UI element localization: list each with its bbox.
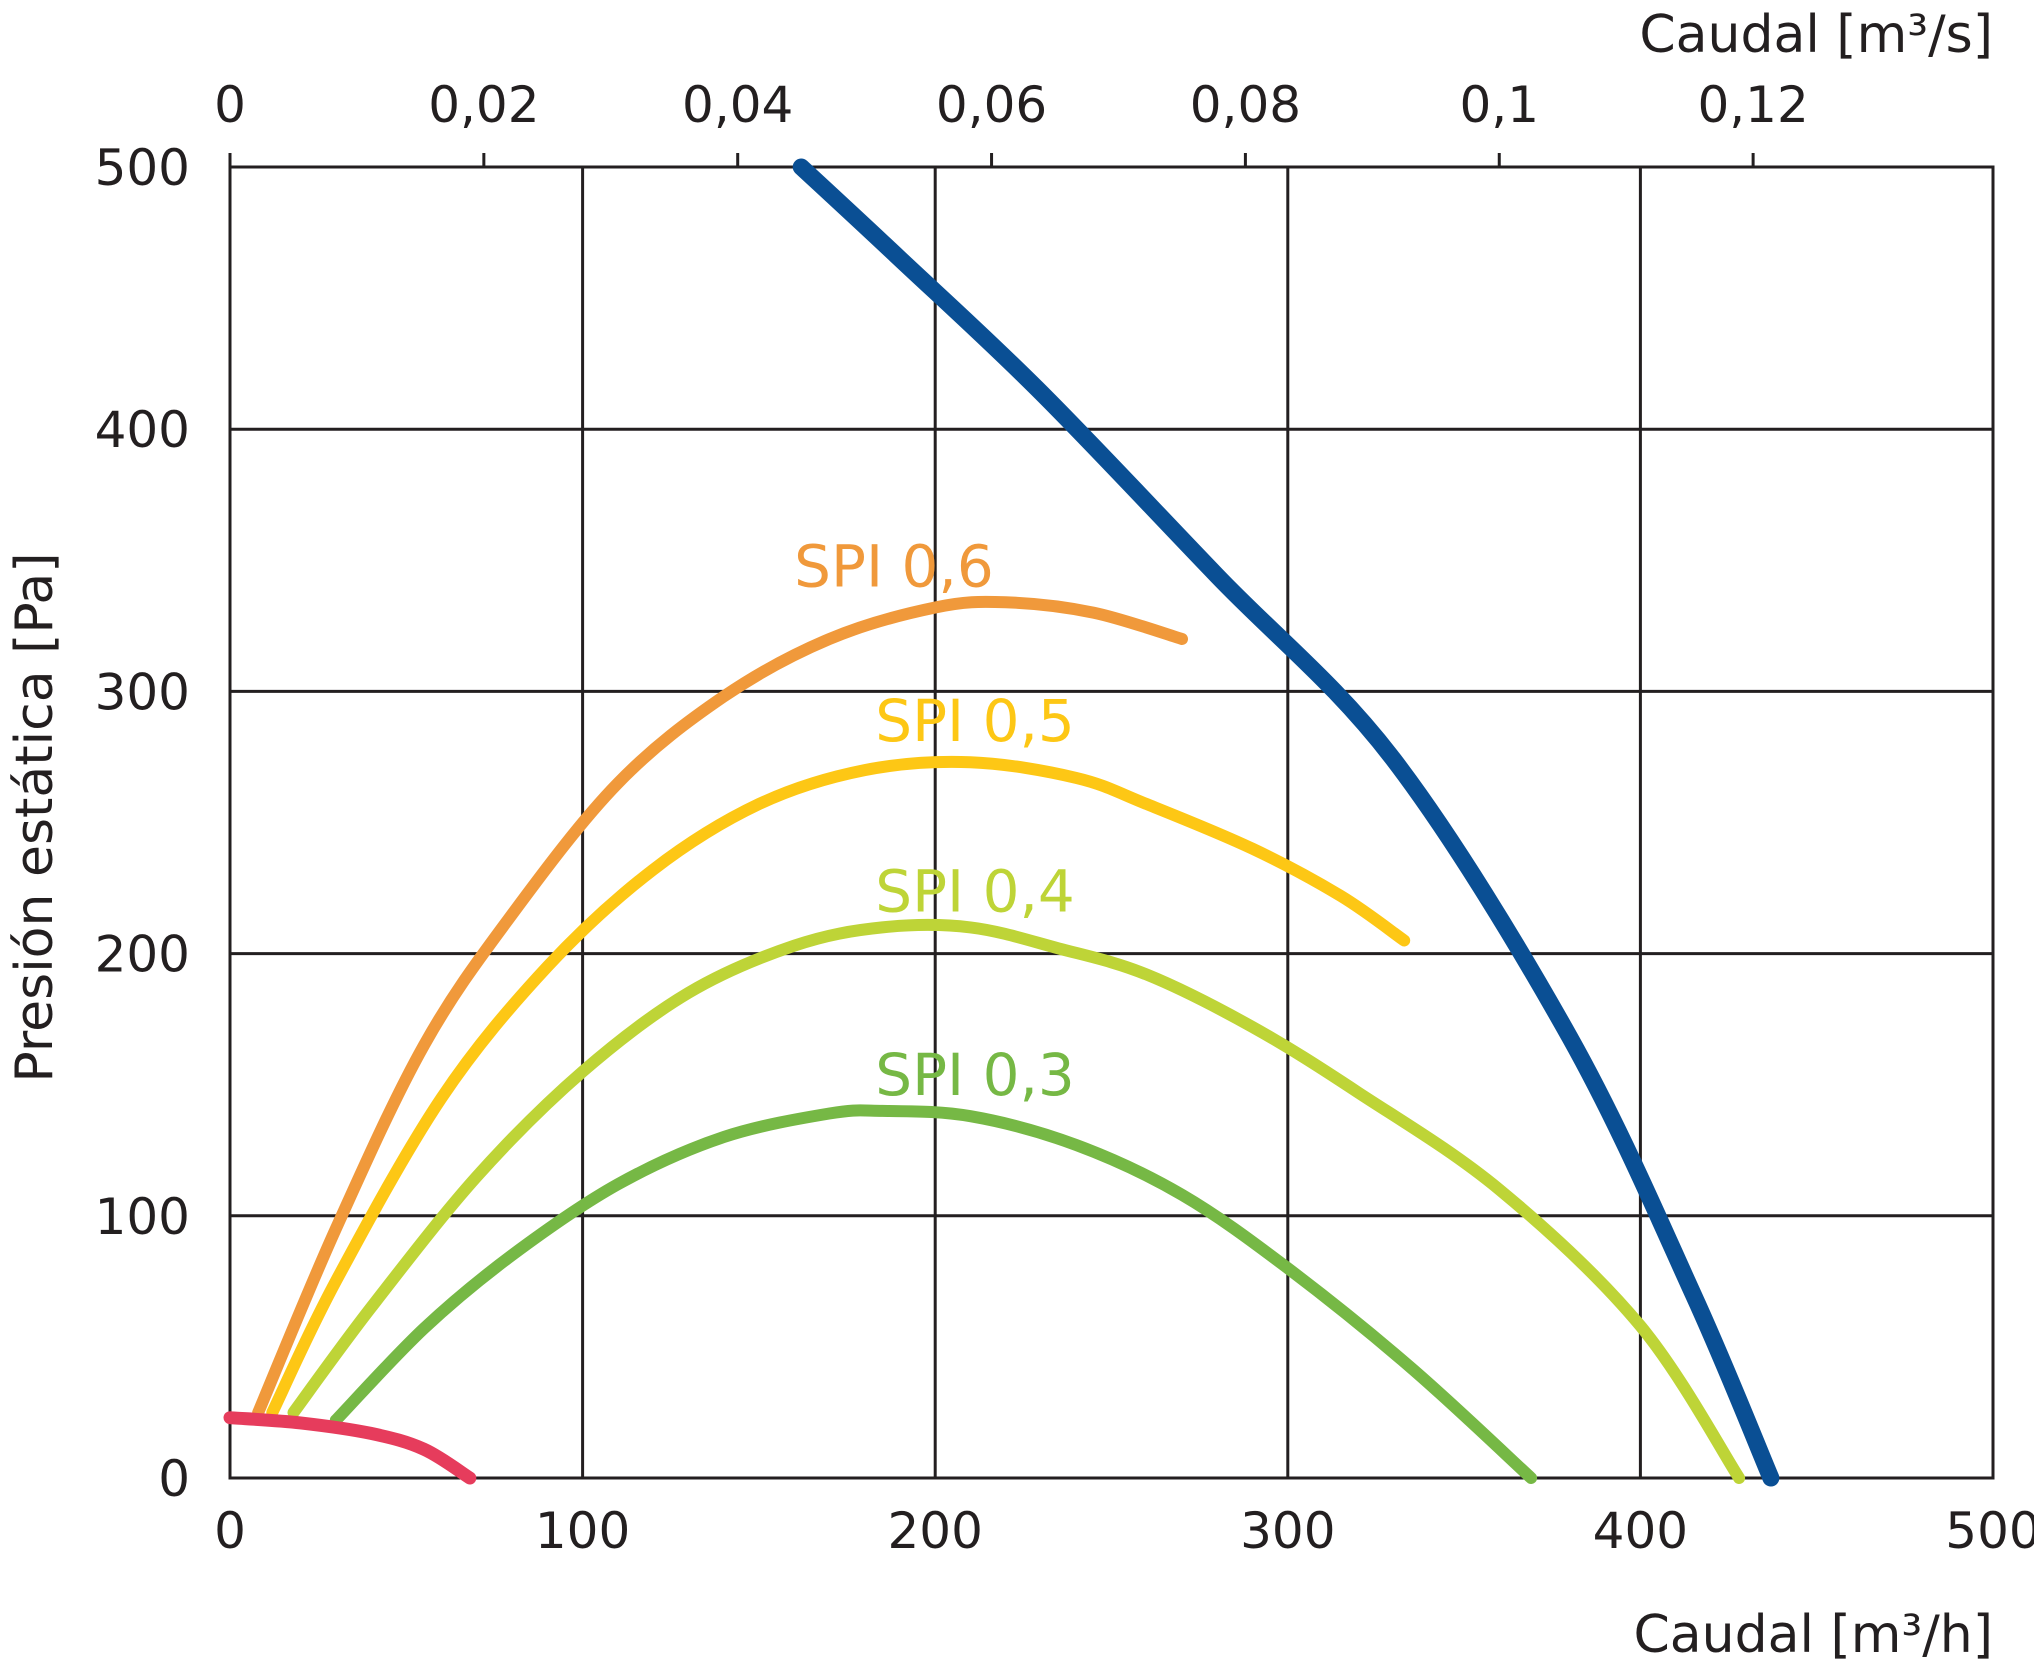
x-tick-label: 0 xyxy=(214,1502,246,1560)
x-tick-label: 200 xyxy=(887,1502,982,1560)
spi-05-curve xyxy=(266,755,1411,1419)
spi-04-curve xyxy=(287,918,1746,1484)
y-tick-label: 100 xyxy=(95,1188,190,1246)
y-tick-label: 200 xyxy=(95,926,190,984)
series-label: SPI 0,5 xyxy=(875,687,1075,755)
x-axis-title: Caudal [m³/h] xyxy=(1633,1605,1993,1665)
spi-03-curve xyxy=(329,1104,1538,1484)
y-tick-label: 0 xyxy=(158,1450,190,1508)
axes: 0 100 200 300 400 500 0 100 200 300 400 500 0 0,02 0,0… xyxy=(95,76,2034,1560)
grid xyxy=(228,165,1995,1480)
y-tick-label: 500 xyxy=(95,139,190,197)
x-tick-label: 300 xyxy=(1240,1502,1335,1560)
x-tick-label: 100 xyxy=(535,1502,630,1560)
plot-frame xyxy=(228,165,1995,1480)
series-label: SPI 0,4 xyxy=(875,858,1075,926)
y-axis-title: Presión estática [Pa] xyxy=(5,552,65,1082)
spi-06-curve xyxy=(252,595,1188,1419)
series-labels: SPI 0,6 SPI 0,5 SPI 0,4 SPI 0,3 xyxy=(794,533,1075,1110)
series-label: SPI 0,6 xyxy=(794,533,994,601)
min-curve xyxy=(223,1411,477,1485)
top-x-tick-label: 0,02 xyxy=(428,76,539,134)
top-x-axis-title: Caudal [m³/s] xyxy=(1639,5,1993,65)
series-label: SPI 0,3 xyxy=(875,1041,1075,1109)
x-tick-label: 400 xyxy=(1593,1502,1688,1560)
max-limit-curve xyxy=(792,158,1780,1487)
top-x-tick-label: 0,12 xyxy=(1697,76,1808,134)
top-x-tick-label: 0,08 xyxy=(1190,76,1301,134)
top-x-tick-label: 0,04 xyxy=(682,76,793,134)
top-x-tick-label: 0,06 xyxy=(936,76,1047,134)
top-x-tick-label: 0 xyxy=(214,76,246,134)
y-tick-label: 300 xyxy=(95,663,190,721)
top-x-tick-label: 0,1 xyxy=(1459,76,1539,134)
y-tick-label: 400 xyxy=(95,401,190,459)
x-tick-label: 500 xyxy=(1945,1502,2034,1560)
curves xyxy=(223,158,1780,1487)
